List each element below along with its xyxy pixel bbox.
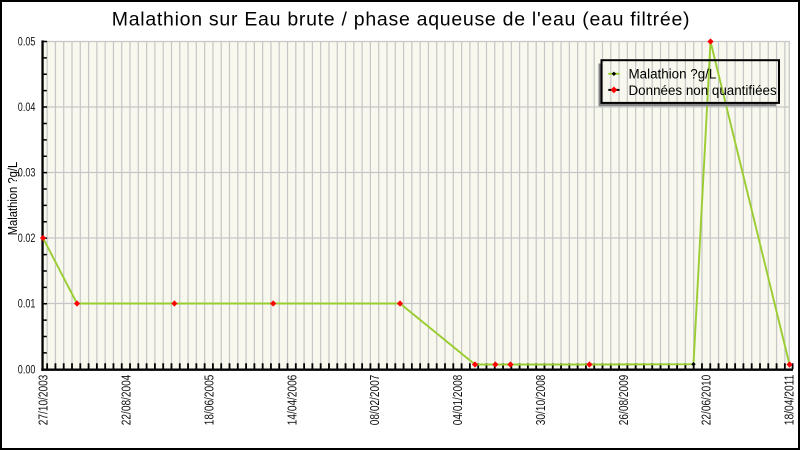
svg-text:0.02: 0.02 <box>18 233 36 245</box>
svg-text:Malathion sur Eau brute / phas: Malathion sur Eau brute / phase aqueuse … <box>112 8 690 30</box>
svg-text:04/01/2008: 04/01/2008 <box>451 375 465 426</box>
svg-text:27/10/2003: 27/10/2003 <box>37 375 51 426</box>
svg-text:22/08/2004: 22/08/2004 <box>120 375 134 426</box>
svg-text:18/04/2011: 18/04/2011 <box>783 375 797 426</box>
svg-text:26/08/2009: 26/08/2009 <box>617 375 631 426</box>
svg-text:14/04/2006: 14/04/2006 <box>285 375 299 426</box>
svg-text:18/06/2005: 18/06/2005 <box>202 375 216 426</box>
svg-text:30/10/2008: 30/10/2008 <box>534 375 548 426</box>
svg-text:Malathion ?g/L: Malathion ?g/L <box>6 162 20 236</box>
svg-text:0.00: 0.00 <box>18 364 36 376</box>
svg-text:0.01: 0.01 <box>18 299 36 311</box>
svg-text:0.05: 0.05 <box>18 37 36 49</box>
svg-text:Malathion ?g/L: Malathion ?g/L <box>629 67 717 82</box>
svg-text:08/02/2007: 08/02/2007 <box>368 375 382 426</box>
svg-text:22/06/2010: 22/06/2010 <box>700 375 714 426</box>
svg-text:0.03: 0.03 <box>18 168 36 180</box>
svg-text:Données non quantifiées: Données non quantifiées <box>629 83 777 98</box>
svg-text:0.04: 0.04 <box>18 102 36 114</box>
